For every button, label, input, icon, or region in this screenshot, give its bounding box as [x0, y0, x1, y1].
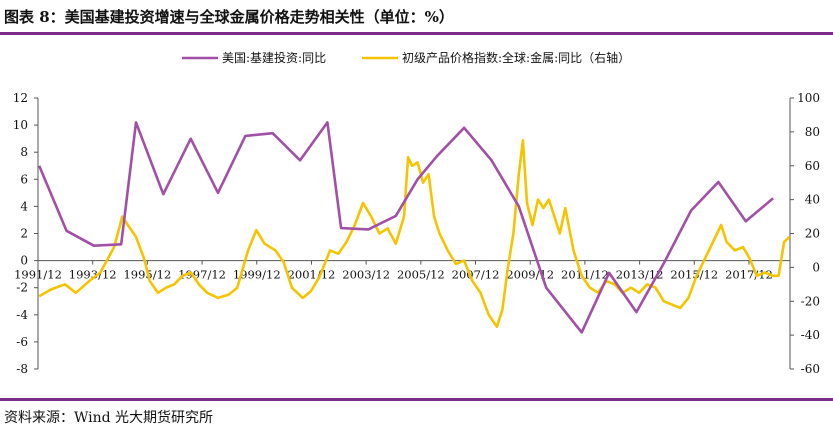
x-tick-label: 2001/12 [288, 268, 336, 282]
legend-label-us-infrastructure: 美国:基建投资:同比 [222, 50, 326, 65]
x-tick-label: 2007/12 [452, 268, 500, 282]
x-tick-label: 2017/12 [725, 268, 773, 282]
title-rule [0, 32, 833, 35]
legend-label-metal-price-index: 初级产品价格指数:全球:金属:同比（右轴） [402, 50, 630, 65]
x-tick-label: 1991/12 [14, 268, 62, 282]
right-tick-label: 100 [797, 91, 820, 105]
series-line-us-infrastructure [38, 121, 774, 334]
chart-title: 图表 8：美国基建投资增速与全球金属价格走势相关性（单位：%） [4, 8, 454, 26]
left-tick-label: 10 [13, 118, 28, 132]
left-tick-label: 2 [20, 227, 28, 241]
chart-area: -8-6-4-2024681012-60-40-2002040608010019… [13, 50, 820, 376]
left-tick-label: -8 [16, 362, 28, 376]
left-tick-label: 6 [20, 172, 28, 186]
left-tick-label: 12 [13, 91, 28, 105]
source-rule [0, 398, 833, 401]
x-tick-label: 2005/12 [397, 268, 445, 282]
right-tick-label: -60 [801, 362, 820, 376]
source-note: 资料来源：Wind 光大期货研究所 [4, 410, 214, 426]
x-tick-label: 1997/12 [178, 268, 226, 282]
x-tick-label: 2015/12 [670, 268, 718, 282]
series-line-metal-price-index [38, 139, 791, 328]
left-tick-label: 4 [20, 199, 28, 213]
right-tick-label: 60 [805, 159, 820, 173]
right-tick-label: 40 [805, 193, 820, 207]
x-tick-label: 2003/12 [342, 268, 390, 282]
x-tick-label: 2009/12 [506, 268, 554, 282]
right-tick-label: 80 [805, 125, 820, 139]
x-tick-label: 2011/12 [561, 268, 609, 282]
right-tick-label: -40 [801, 328, 820, 342]
x-tick-label: 1993/12 [69, 268, 117, 282]
left-tick-label: -6 [16, 335, 28, 349]
right-tick-label: 0 [812, 260, 820, 274]
left-tick-label: 0 [20, 254, 28, 268]
x-tick-label: 2013/12 [616, 268, 664, 282]
x-tick-label: 1999/12 [233, 268, 281, 282]
left-tick-label: 8 [20, 145, 28, 159]
left-tick-label: -2 [16, 281, 28, 295]
right-tick-label: 20 [805, 227, 820, 241]
left-tick-label: -4 [16, 308, 28, 322]
right-tick-label: -20 [801, 294, 820, 308]
